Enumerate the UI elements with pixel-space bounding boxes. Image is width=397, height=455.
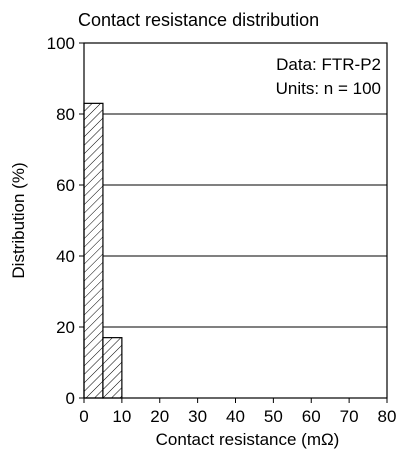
bars bbox=[83, 102, 123, 399]
x-axis-title: Contact resistance (mΩ) bbox=[156, 430, 340, 449]
y-tick-label: 0 bbox=[66, 389, 75, 408]
y-axis-title: Distribution (%) bbox=[9, 162, 28, 278]
y-tick-label: 80 bbox=[56, 105, 75, 124]
histogram-bar bbox=[83, 102, 104, 399]
y-tick-label: 40 bbox=[56, 247, 75, 266]
y-axis-ticks: 0 20 40 60 80 100 bbox=[47, 34, 84, 408]
x-tick-label: 40 bbox=[226, 407, 245, 426]
x-tick-label: 0 bbox=[79, 407, 88, 426]
x-tick-label: 30 bbox=[188, 407, 207, 426]
x-tick-label: 80 bbox=[378, 407, 397, 426]
legend-annotations: Data: FTR-P2 Units: n = 100 bbox=[276, 55, 381, 98]
x-tick-label: 70 bbox=[340, 407, 359, 426]
x-tick-label: 20 bbox=[150, 407, 169, 426]
y-tick-label: 100 bbox=[47, 34, 75, 53]
histogram-bar bbox=[102, 337, 123, 399]
annotation-text: Units: n = 100 bbox=[276, 79, 381, 98]
chart-title: Contact resistance distribution bbox=[78, 10, 319, 30]
x-tick-label: 50 bbox=[264, 407, 283, 426]
x-tick-label: 60 bbox=[302, 407, 321, 426]
y-tick-label: 20 bbox=[56, 318, 75, 337]
y-tick-label: 60 bbox=[56, 176, 75, 195]
grid-lines bbox=[84, 113, 387, 328]
annotation-text: Data: FTR-P2 bbox=[276, 55, 381, 74]
x-axis-ticks: 0 10 20 30 40 50 60 70 80 bbox=[79, 398, 396, 426]
x-tick-label: 10 bbox=[112, 407, 131, 426]
